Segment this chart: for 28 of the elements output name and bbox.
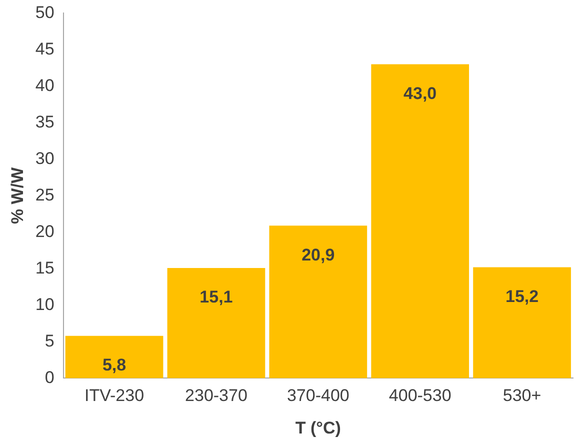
y-tick-label: 25	[35, 185, 54, 204]
bar	[167, 268, 266, 378]
x-tick-label: 400-530	[388, 386, 452, 406]
y-tick-label: 40	[35, 76, 54, 95]
x-tick-label: 370-400	[286, 386, 350, 406]
bar	[371, 64, 470, 378]
y-tick-label: 0	[44, 368, 54, 387]
bar	[269, 226, 368, 378]
x-tick-label: 230-370	[185, 386, 248, 406]
y-tick-label: 30	[35, 148, 54, 168]
y-tick-label: 45	[35, 39, 54, 58]
y-axis-title: % W/W	[8, 166, 27, 224]
data-label: 15,2	[505, 286, 539, 306]
data-label: 15,1	[200, 288, 233, 307]
data-label: 5,8	[102, 356, 126, 375]
y-tick-label: 35	[35, 112, 54, 132]
bar	[65, 336, 164, 378]
y-tick-label: 50	[35, 2, 54, 22]
y-tick-label: 5	[44, 331, 54, 350]
data-label: 43,0	[404, 84, 437, 103]
y-tick-label: 15	[35, 258, 54, 278]
bar	[473, 267, 571, 378]
y-tick-label: 10	[35, 294, 54, 314]
y-tick-label: 20	[35, 222, 54, 241]
x-tick-label: 530+	[502, 386, 542, 406]
data-label: 20,9	[302, 245, 335, 264]
x-axis-title: T (°C)	[295, 418, 341, 438]
x-tick-label: ITV-230	[84, 386, 144, 406]
